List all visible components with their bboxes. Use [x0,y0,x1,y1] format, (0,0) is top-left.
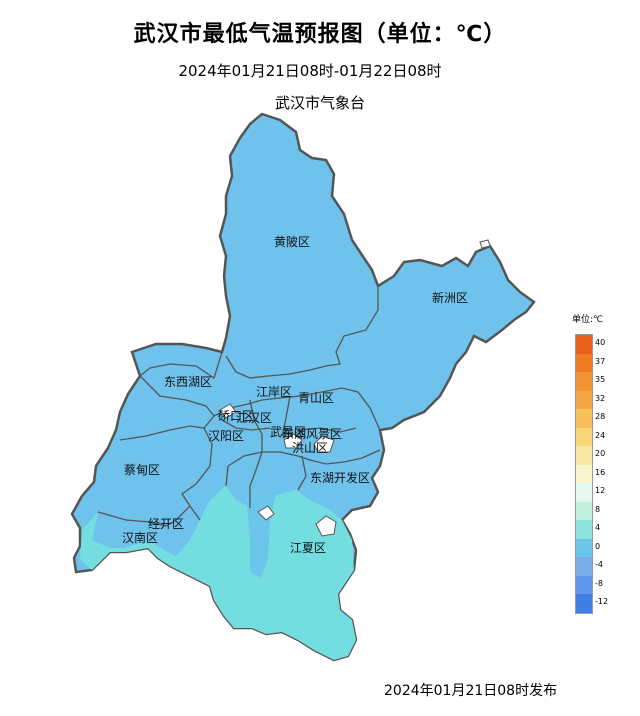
legend-tick-label: 4 [595,523,601,533]
legend-tick-label: 32 [595,393,606,403]
label-wuchang: 武昌区 [270,425,306,439]
legend-tick-label: 20 [595,449,606,459]
label-jianghan: 江汉区 [236,411,272,425]
issuing-agency: 武汉市气象台 [274,94,365,112]
legend-tick-label: 24 [595,430,606,440]
label-jiangxia: 江夏区 [290,541,326,555]
legend-swatch [576,427,592,446]
legend-swatch [576,372,592,391]
legend-swatch [576,483,592,502]
label-donghu-dev: 东湖开发区 [310,470,370,485]
legend-swatch [576,594,592,613]
label-dongxihu: 东西湖区 [164,374,212,389]
legend-swatch [576,520,592,539]
legend-swatch [576,538,592,557]
label-xinzhou: 新洲区 [432,290,468,305]
legend-swatch [576,390,592,409]
district-boundaries [97,286,381,527]
label-jingkai: 经开区 [148,517,184,531]
label-qiaokou: 硚口区 [218,409,254,423]
island-outline [479,239,491,249]
lakes [219,403,337,537]
legend-tick-label: 12 [595,486,606,496]
issue-time: 2024年01月21日08时发布 [384,683,558,699]
map-title: 武汉市最低气温预报图（单位：℃） [133,22,507,47]
label-caidian: 蔡甸区 [124,463,160,477]
legend-tick-label: 0 [595,541,601,551]
label-fengjing: 东湖风景区 [282,426,342,441]
legend-tick-label: -4 [595,560,603,570]
legend-tick-label: -8 [595,578,603,588]
label-huangpi: 黄陂区 [274,234,310,249]
legend-tick-label: 40 [595,338,606,348]
legend-swatch [576,464,592,483]
legend-tick-label: 8 [595,504,601,514]
label-hannan: 汉南区 [122,530,158,545]
legend-tick-label: 37 [595,356,606,366]
label-jiangan: 江岸区 [256,385,292,399]
legend-swatch [576,557,592,576]
label-hongshan: 洪山区 [292,441,328,455]
legend-tick-label: -12 [595,597,609,607]
legend-swatch [576,335,592,354]
legend-tick-label: 28 [595,412,606,422]
legend-tick-label: 16 [595,467,606,477]
legend-swatch [576,409,592,428]
label-hanyang: 汉阳区 [208,429,244,443]
legend-colorbar [575,334,593,614]
label-qingshan: 青山区 [298,391,334,405]
legend-swatch [576,575,592,594]
legend-tick-label: 35 [595,375,606,385]
legend-swatch [576,501,592,520]
legend-swatch [576,446,592,465]
legend-swatch [576,353,592,372]
legend-title: 单位:℃ [572,315,604,325]
warmer-temperature-zone [80,486,356,660]
forecast-period: 2024年01月21日08时-01月22日08时 [178,62,442,80]
